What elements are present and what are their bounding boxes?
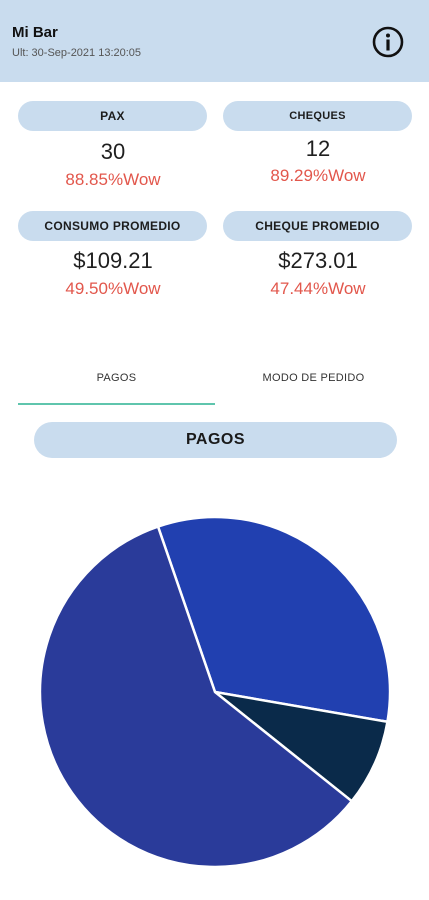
cheque-promedio-change: 47.44%Wow — [270, 279, 366, 298]
section-title-pill: PAGOS — [34, 422, 397, 458]
pax-label-pill: PAX — [18, 101, 207, 131]
info-button[interactable] — [371, 25, 405, 59]
cheques-change: 89.29%Wow — [270, 166, 366, 185]
info-icon — [372, 26, 404, 58]
tab-selected-indicator — [18, 403, 215, 405]
last-updated-text: Ult: 30-Sep-2021 13:20:05 — [12, 47, 142, 59]
pax-value: 30 — [100, 139, 126, 164]
consumo-promedio-label-pill: CONSUMO PROMEDIO — [18, 211, 207, 241]
pax-change: 88.85%Wow — [65, 170, 161, 189]
cheques-label-pill: CHEQUES — [223, 101, 412, 131]
cheque-promedio-label-pill: CHEQUE PROMEDIO — [223, 211, 412, 241]
pie-slice-2 — [38, 524, 354, 869]
pie-slice-0 — [156, 515, 392, 724]
cheque-promedio-value: $273.01 — [278, 248, 358, 273]
tab-modo-de-pedido[interactable]: MODO DE PEDIDO — [262, 372, 365, 384]
app-header: Mi Bar Ult: 30-Sep-2021 13:20:05 — [0, 0, 429, 82]
page-title: Mi Bar — [12, 24, 58, 41]
consumo-promedio-value: $109.21 — [73, 248, 153, 273]
consumo-promedio-change: 49.50%Wow — [65, 279, 161, 298]
payments-pie-chart — [38, 515, 392, 869]
tab-pagos[interactable]: PAGOS — [96, 372, 137, 384]
cheques-value: 12 — [305, 136, 331, 161]
